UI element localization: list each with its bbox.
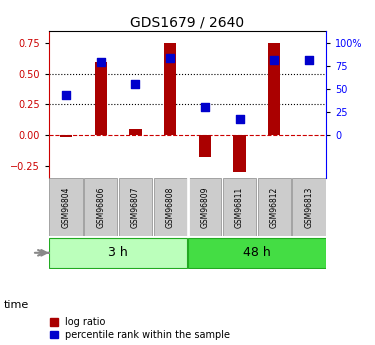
Point xyxy=(202,105,208,110)
Text: 3 h: 3 h xyxy=(108,246,128,259)
FancyBboxPatch shape xyxy=(258,178,291,236)
Text: 48 h: 48 h xyxy=(243,246,271,259)
Bar xyxy=(268,43,280,135)
Bar xyxy=(95,62,107,135)
Point xyxy=(98,59,104,65)
Text: GSM96809: GSM96809 xyxy=(200,186,209,228)
FancyBboxPatch shape xyxy=(188,178,222,236)
FancyBboxPatch shape xyxy=(188,238,326,268)
Text: GSM96807: GSM96807 xyxy=(131,186,140,228)
Point xyxy=(132,81,138,86)
Text: GSM96804: GSM96804 xyxy=(62,186,70,228)
Text: time: time xyxy=(4,300,29,310)
FancyBboxPatch shape xyxy=(119,178,152,236)
Text: GSM96806: GSM96806 xyxy=(96,186,105,228)
Bar xyxy=(129,129,141,135)
Point xyxy=(63,92,69,97)
FancyBboxPatch shape xyxy=(84,178,117,236)
FancyBboxPatch shape xyxy=(292,178,326,236)
Point xyxy=(237,117,243,122)
Text: GSM96812: GSM96812 xyxy=(270,187,279,228)
Point xyxy=(167,55,173,61)
Bar xyxy=(234,135,246,172)
Text: GSM96808: GSM96808 xyxy=(166,186,175,228)
FancyBboxPatch shape xyxy=(49,238,187,268)
Title: GDS1679 / 2640: GDS1679 / 2640 xyxy=(130,16,244,30)
Bar xyxy=(199,135,211,157)
Text: GSM96813: GSM96813 xyxy=(304,186,313,228)
FancyBboxPatch shape xyxy=(50,178,83,236)
Legend: log ratio, percentile rank within the sample: log ratio, percentile rank within the sa… xyxy=(50,317,230,340)
Bar xyxy=(60,135,72,137)
FancyBboxPatch shape xyxy=(153,178,187,236)
Point xyxy=(306,57,312,62)
Point xyxy=(271,57,277,62)
FancyBboxPatch shape xyxy=(223,178,256,236)
Bar xyxy=(164,43,176,135)
Text: GSM96811: GSM96811 xyxy=(235,187,244,228)
